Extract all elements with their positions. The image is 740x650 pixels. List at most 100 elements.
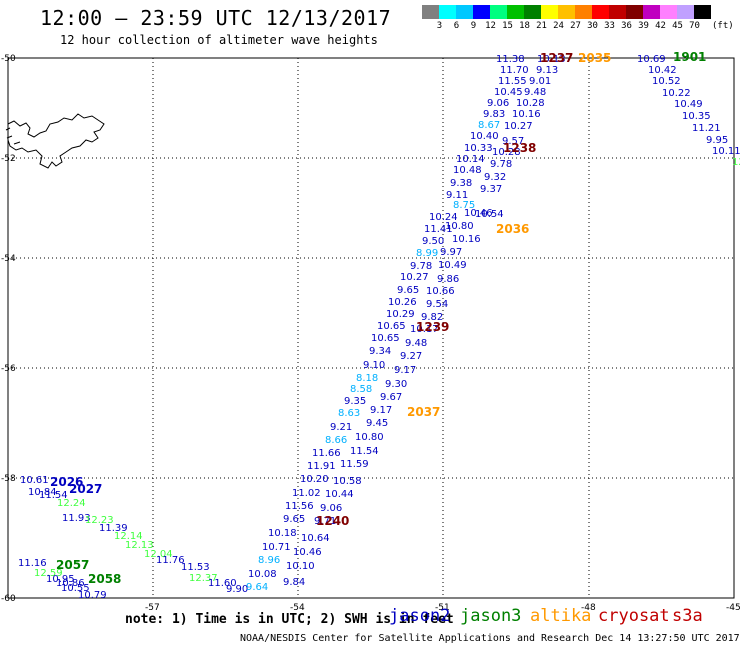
swh-value-label: 8.58 bbox=[350, 384, 372, 395]
color-scale-label: 21 bbox=[536, 21, 547, 31]
swh-value-label: 10.28 bbox=[516, 98, 545, 109]
color-swatch bbox=[660, 5, 677, 19]
swh-value-label: 10.79 bbox=[78, 590, 107, 601]
swh-value-label: 10.49 bbox=[674, 99, 703, 110]
swh-value-label: 9.06 bbox=[320, 503, 342, 514]
color-scale-label: 24 bbox=[553, 21, 564, 31]
swh-value-label: 10.66 bbox=[426, 286, 455, 297]
swh-value-label: 12.23 bbox=[85, 515, 114, 526]
color-swatch bbox=[643, 5, 660, 19]
latitude-label: -52 bbox=[1, 154, 16, 164]
swh-value-label: 11.66 bbox=[312, 448, 341, 459]
swh-value-label: 9.45 bbox=[366, 418, 388, 429]
swh-value-label: 11.54 bbox=[350, 446, 379, 457]
swh-value-label: 8.18 bbox=[356, 373, 378, 384]
swh-value-label: 9.34 bbox=[369, 346, 391, 357]
swh-value-label: 9.13 bbox=[536, 65, 558, 76]
swh-value-label: 10.14 bbox=[456, 154, 485, 165]
swh-value-label: 10.48 bbox=[453, 165, 482, 176]
swh-value-label: 10.42 bbox=[648, 65, 677, 76]
latitude-label: -54 bbox=[1, 254, 16, 264]
swh-value-label: 9.54 bbox=[426, 299, 448, 310]
swh-value-label: 11.56 bbox=[285, 501, 314, 512]
latitude-label: -60 bbox=[1, 594, 16, 604]
falkland-islands-outline bbox=[7, 113, 105, 169]
island-coast-detail bbox=[5, 127, 21, 145]
swh-value-label: 10.44 bbox=[325, 489, 354, 500]
longitude-label: -57 bbox=[145, 603, 160, 613]
pass-time-label: 1237 bbox=[540, 51, 573, 65]
page-title: 12:00 — 23:59 UTC 12/13/2017 bbox=[40, 6, 392, 30]
color-swatch bbox=[626, 5, 643, 19]
swh-value-label: 11.59 bbox=[340, 459, 369, 470]
swh-value-label: 9.82 bbox=[421, 312, 443, 323]
swh-value-label: 9.90 bbox=[226, 584, 248, 595]
pass-time-label: 2057 bbox=[56, 558, 89, 572]
swh-value-label: 10.46 bbox=[293, 547, 322, 558]
color-scale-label: 15 bbox=[502, 21, 513, 31]
swh-value-label: 11.53 bbox=[181, 562, 210, 573]
swh-value-label: 9.30 bbox=[385, 379, 407, 390]
swh-value-label: 10.26 bbox=[388, 297, 417, 308]
color-swatch bbox=[524, 5, 541, 19]
swh-value-label: 11.16 bbox=[18, 558, 47, 569]
longitude-label: -54 bbox=[290, 603, 305, 613]
swh-value-label: 10.29 bbox=[386, 309, 415, 320]
swh-value-label: 12.59 bbox=[34, 568, 63, 579]
pass-time-label: 2027 bbox=[69, 482, 102, 496]
color-swatch bbox=[558, 5, 575, 19]
color-scale-bar: 3 6 9 12 15 18 21 24 27 30 33 36 39 42 45 70 (ft) bbox=[422, 5, 734, 31]
swh-value-label: 10.27 bbox=[400, 272, 429, 283]
latitude-label: -56 bbox=[1, 364, 16, 374]
color-swatch bbox=[439, 5, 456, 19]
color-scale-label: 9 bbox=[470, 21, 477, 31]
swh-value-label: 11.02 bbox=[292, 488, 321, 499]
color-swatch bbox=[507, 5, 524, 19]
pass-time-label: 2036 bbox=[496, 222, 529, 236]
swh-value-label: 8.66 bbox=[325, 435, 347, 446]
swh-value-label: 10.28 bbox=[492, 147, 521, 158]
swh-value-label: 11.93 bbox=[62, 513, 91, 524]
color-swatch bbox=[694, 5, 711, 19]
swh-value-label: 10.65 bbox=[377, 321, 406, 332]
swh-value-label: 8.67 bbox=[478, 120, 500, 131]
swh-value-label: 9.95 bbox=[706, 135, 728, 146]
swh-value-label: 10.54 bbox=[475, 209, 504, 220]
swh-value-label: 9.84 bbox=[283, 577, 305, 588]
swh-value-label: 12.13 bbox=[125, 540, 154, 551]
swh-value-label: 12.37 bbox=[189, 573, 218, 584]
swh-value-label: 8.63 bbox=[338, 408, 360, 419]
color-swatch bbox=[490, 5, 507, 19]
swh-value-label: 12.04 bbox=[144, 549, 173, 560]
color-scale-label: 3 bbox=[436, 21, 443, 31]
swh-value-label: 10.10 bbox=[286, 561, 315, 572]
swh-value-label: 9.86 bbox=[437, 274, 459, 285]
swh-value-label: 9.38 bbox=[450, 178, 472, 189]
swh-value-label: 10.35 bbox=[682, 111, 711, 122]
swh-value-label: 9.65 bbox=[283, 514, 305, 525]
swh-value-label: 10.64 bbox=[301, 533, 330, 544]
page-subtitle: 12 hour collection of altimeter wave hei… bbox=[60, 33, 378, 47]
swh-value-label: 8.99 bbox=[416, 248, 438, 259]
swh-value-label: 11.21 bbox=[692, 123, 721, 134]
color-scale-label: 45 bbox=[672, 21, 683, 31]
swh-value-label: 10.16 bbox=[512, 109, 541, 120]
swh-value-label: 9.83 bbox=[483, 109, 505, 120]
color-scale-label: 70 bbox=[689, 21, 700, 31]
swh-value-label: 9.21 bbox=[330, 422, 352, 433]
swh-value-label: 10.52 bbox=[652, 76, 681, 87]
swh-value-label: 9.10 bbox=[363, 360, 385, 371]
swh-value-label: 10.65 bbox=[371, 333, 400, 344]
color-swatch bbox=[541, 5, 558, 19]
color-scale-unit: (ft) bbox=[712, 21, 734, 31]
color-scale-label: 12 bbox=[485, 21, 496, 31]
swh-value-label: 11.39 bbox=[99, 523, 128, 534]
legend-item-jason3: jason3 bbox=[460, 606, 522, 626]
swh-value-label: 10.40 bbox=[470, 131, 499, 142]
color-scale-label: 6 bbox=[453, 21, 460, 31]
swh-value-label: 9.17 bbox=[394, 365, 416, 376]
pass-time-label: 2037 bbox=[407, 405, 440, 419]
latitude-label: -50 bbox=[1, 54, 16, 64]
legend-item-cryosat: cryosat bbox=[598, 606, 670, 626]
